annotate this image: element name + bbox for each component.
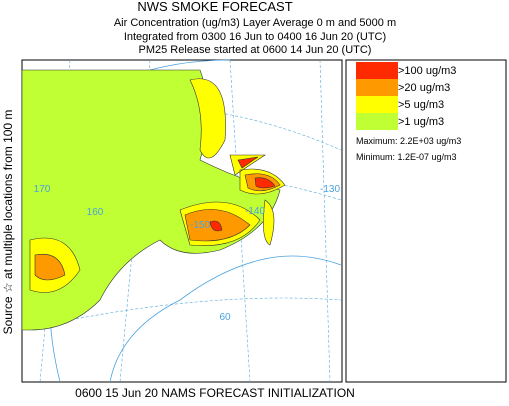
footer: 0600 15 Jun 20 NAMS FORECAST INITIALIZAT… [75, 386, 355, 400]
smoke-area [21, 69, 281, 331]
subtitle: Air Concentration (ug/m3) Layer Average … [114, 17, 396, 29]
legend-label: >5 ug/m3 [398, 99, 444, 111]
subtitle: Integrated from 0300 16 Jun to 0400 16 J… [124, 31, 386, 43]
graticule-label: 160 [87, 207, 104, 218]
legend: >100 ug/m3 >20 ug/m3 >5 ug/m3 >1 ug/m3 [356, 62, 456, 130]
side-label: Source ☆ at multiple locations from 100 … [1, 110, 15, 335]
subtitle: PM25 Release started at 0600 14 Jun 20 (… [139, 44, 372, 56]
graticule-label: -150 [190, 220, 210, 231]
title: NWS SMOKE FORECAST [137, 0, 292, 14]
smoke-area [209, 156, 276, 232]
legend-label: >20 ug/m3 [398, 82, 450, 94]
graticule-label: 60 [219, 312, 231, 323]
legend-swatch [356, 96, 398, 113]
maximum: Maximum: 2.2E+03 ug/m3 [356, 136, 461, 146]
legend-swatch [356, 113, 398, 130]
legend-swatch [356, 62, 398, 79]
legend-label: >100 ug/m3 [398, 65, 456, 77]
map-labels: 170 160 -150 -140 -130 60 [34, 184, 341, 323]
legend-label: >1 ug/m3 [398, 116, 444, 128]
minimum: Minimum: 1.2E-07 ug/m3 [356, 152, 457, 162]
graticule-label: -130 [320, 184, 340, 195]
graticule-label: 170 [34, 184, 51, 195]
legend-swatch [356, 79, 398, 96]
map: 170 160 -150 -140 -130 60 [21, 59, 343, 383]
graticule-label: -140 [245, 206, 265, 217]
